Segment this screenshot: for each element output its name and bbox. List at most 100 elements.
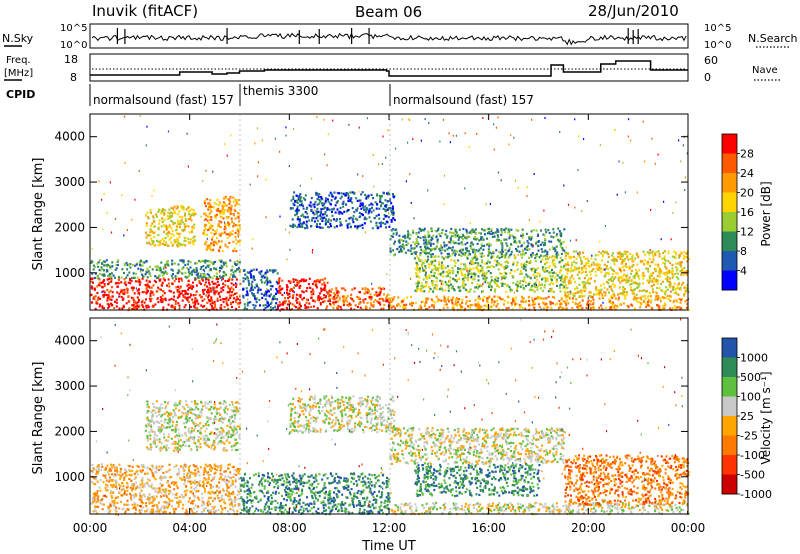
power-cell bbox=[338, 212, 341, 215]
power-cell bbox=[223, 225, 226, 228]
power-speckle bbox=[497, 171, 500, 174]
power-cell bbox=[570, 267, 573, 270]
power-cell bbox=[466, 300, 469, 303]
power-cell bbox=[392, 214, 395, 217]
power-cell bbox=[649, 277, 651, 280]
power-cell bbox=[335, 287, 338, 290]
power-cell bbox=[464, 243, 467, 246]
power-cell bbox=[263, 292, 266, 295]
power-cell bbox=[616, 259, 618, 262]
power-cell bbox=[245, 294, 248, 297]
power-cell bbox=[471, 258, 474, 261]
power-cell bbox=[434, 259, 437, 262]
power-cell bbox=[527, 282, 530, 286]
power-cell bbox=[242, 295, 245, 298]
power-cell bbox=[592, 303, 595, 306]
power-cell bbox=[588, 294, 591, 298]
power-cell bbox=[368, 207, 371, 211]
power-cell bbox=[217, 249, 220, 252]
power-cell bbox=[305, 290, 308, 293]
power-cell bbox=[123, 282, 126, 285]
power-cell bbox=[139, 264, 142, 267]
power-cell bbox=[506, 295, 509, 298]
power-cell bbox=[279, 291, 282, 295]
freq-frame bbox=[89, 53, 689, 82]
power-cell bbox=[362, 301, 365, 304]
power-cell bbox=[613, 263, 616, 266]
power-cell bbox=[125, 302, 128, 305]
power-cell bbox=[215, 232, 217, 235]
power-speckle bbox=[530, 277, 532, 279]
power-cell bbox=[221, 250, 224, 253]
power-cell bbox=[312, 305, 315, 308]
velocity-cell bbox=[212, 507, 215, 510]
power-cell bbox=[171, 282, 174, 285]
power-cell bbox=[510, 228, 513, 231]
power-cell bbox=[469, 253, 472, 256]
power-cell bbox=[458, 277, 461, 280]
power-cell bbox=[231, 220, 234, 223]
power-cell bbox=[666, 279, 669, 282]
power-cell bbox=[234, 217, 237, 220]
power-cell bbox=[679, 286, 682, 289]
power-cell bbox=[586, 303, 588, 306]
nsky-left-tick-bottom: 10^0 bbox=[60, 40, 87, 51]
power-speckle bbox=[493, 123, 495, 126]
power-cell bbox=[385, 220, 388, 223]
power-cell bbox=[571, 306, 574, 310]
power-cell bbox=[430, 236, 433, 239]
power-cell bbox=[637, 282, 640, 286]
power-cell bbox=[211, 307, 214, 310]
power-cell bbox=[152, 284, 155, 287]
velocity-cell bbox=[126, 489, 129, 492]
power-cell bbox=[490, 252, 493, 255]
power-cell bbox=[223, 231, 226, 234]
power-cell bbox=[433, 301, 436, 304]
power-cell bbox=[334, 197, 337, 200]
power-cell bbox=[303, 215, 305, 218]
power-cell bbox=[215, 286, 218, 289]
power-cell bbox=[375, 291, 378, 294]
power-cell bbox=[237, 203, 240, 206]
power-cell bbox=[230, 286, 233, 289]
power-speckle bbox=[686, 299, 688, 302]
power-cell bbox=[436, 300, 439, 303]
power-cell bbox=[264, 298, 267, 301]
power-speckle bbox=[591, 254, 593, 257]
power-cell bbox=[453, 241, 456, 245]
power-cell bbox=[372, 301, 375, 304]
power-cell bbox=[544, 228, 547, 231]
power-cell bbox=[90, 293, 93, 296]
power-cell bbox=[635, 271, 638, 274]
power-cell bbox=[186, 292, 189, 296]
power-cell bbox=[400, 250, 403, 253]
power-cell bbox=[564, 294, 567, 297]
power-cell bbox=[253, 277, 255, 280]
power-cell bbox=[189, 261, 192, 264]
power-cell bbox=[351, 191, 354, 194]
power-cell bbox=[221, 208, 224, 211]
power-cell bbox=[97, 283, 100, 286]
power-cell bbox=[263, 281, 266, 284]
power-cell bbox=[385, 215, 388, 218]
power-cell bbox=[676, 284, 679, 287]
power-cell bbox=[532, 289, 535, 292]
power-cell bbox=[423, 269, 426, 272]
power-cell bbox=[413, 251, 416, 254]
power-cell bbox=[230, 294, 232, 297]
power-cell bbox=[232, 196, 235, 199]
power-cell bbox=[510, 243, 513, 246]
power-cell bbox=[361, 226, 364, 230]
power-cell bbox=[229, 232, 232, 235]
power-cell bbox=[459, 267, 462, 270]
power-cell bbox=[237, 229, 240, 232]
power-speckle bbox=[274, 137, 276, 140]
power-cell bbox=[202, 279, 204, 282]
power-cell bbox=[459, 269, 462, 272]
power-cell bbox=[481, 244, 484, 248]
power-cell bbox=[274, 297, 276, 300]
power-cell bbox=[249, 289, 252, 292]
power-cell bbox=[224, 222, 226, 226]
power-cell bbox=[435, 295, 438, 298]
power-cell bbox=[319, 222, 321, 226]
